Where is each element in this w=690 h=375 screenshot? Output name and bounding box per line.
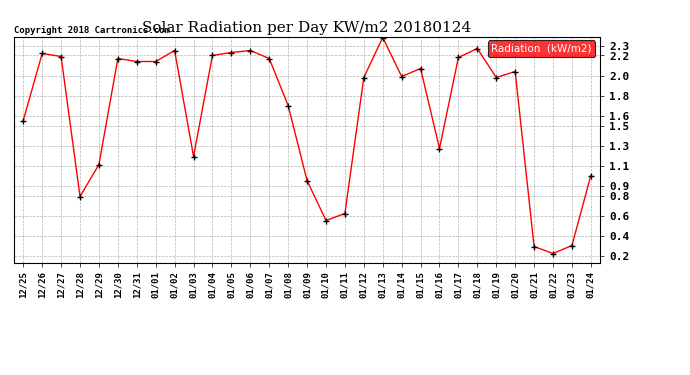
Legend: Radiation  (kW/m2): Radiation (kW/m2) bbox=[489, 40, 595, 57]
Title: Solar Radiation per Day KW/m2 20180124: Solar Radiation per Day KW/m2 20180124 bbox=[142, 21, 472, 35]
Text: Copyright 2018 Cartronics.com: Copyright 2018 Cartronics.com bbox=[14, 26, 170, 35]
